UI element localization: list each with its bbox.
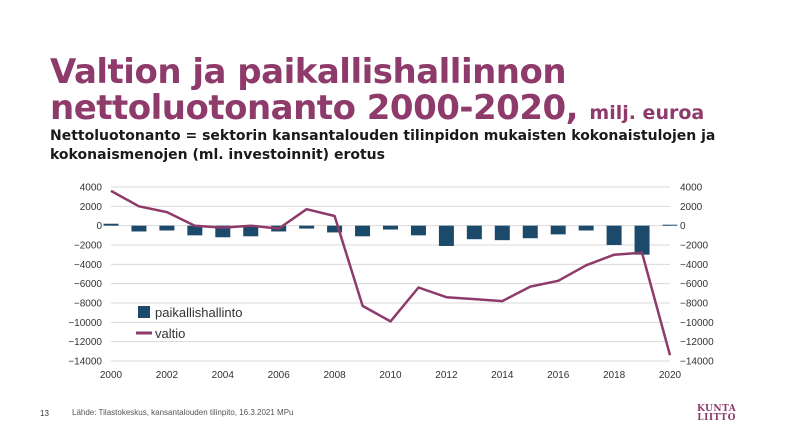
- right-y-axis: 4000 2000 0 −2000 −4000 −6000 −8000 −10000 −1200…: [680, 183, 714, 368]
- y-tick-label-right: −8000: [680, 299, 709, 310]
- y-tick-label-right: 0: [680, 221, 686, 232]
- y-tick-label-left: 0: [96, 221, 102, 232]
- bar: [327, 225, 343, 233]
- x-tick-label: 2000: [100, 370, 123, 381]
- bar: [355, 225, 371, 237]
- x-tick-label: 2018: [603, 370, 626, 381]
- y-tick-label-left: −12000: [68, 337, 102, 348]
- bar: [606, 225, 622, 245]
- bar: [215, 225, 231, 238]
- slide-number: 13: [40, 409, 49, 418]
- y-tick-label-left: −2000: [74, 241, 103, 252]
- bar: [383, 225, 398, 230]
- source-note: Lähde: Tilastokeskus, kansantalouden til…: [72, 408, 294, 417]
- chart-gridlines: [111, 186, 670, 362]
- bar: [466, 225, 482, 240]
- x-tick-label: 2014: [491, 370, 514, 381]
- bar: [494, 225, 510, 241]
- x-tick-label: 2008: [323, 370, 346, 381]
- series-line-valtio: [110, 189, 672, 356]
- x-tick-label: 2020: [659, 370, 682, 381]
- bar: [578, 225, 594, 231]
- y-tick-label-right: −4000: [680, 260, 709, 271]
- x-tick-label: 2016: [547, 370, 570, 381]
- bar: [187, 225, 203, 236]
- y-tick-label-right: −2000: [680, 241, 709, 252]
- bar: [299, 225, 315, 229]
- y-tick-label-right: −14000: [680, 357, 714, 368]
- y-tick-label-right: 2000: [680, 202, 703, 213]
- kuntaliitto-logo: KUNTA LIITTO: [697, 405, 736, 423]
- chart-bars: [103, 223, 678, 255]
- y-tick-label-left: −4000: [74, 260, 103, 271]
- bar: [634, 225, 650, 255]
- slide-title: Valtion ja paikallishallinnon nettoluoto…: [50, 54, 790, 131]
- bar: [438, 225, 454, 246]
- bar: [131, 225, 147, 232]
- y-tick-label-right: −10000: [680, 318, 714, 329]
- y-tick-label-left: −6000: [74, 279, 103, 290]
- slide-subtitle: Nettoluotonanto = sektorin kansantaloude…: [50, 128, 716, 163]
- x-tick-label: 2010: [379, 370, 402, 381]
- x-tick-label: 2006: [268, 370, 291, 381]
- y-tick-label-right: −12000: [680, 337, 714, 348]
- bar: [550, 225, 566, 235]
- y-tick-label-left: 2000: [80, 202, 103, 213]
- title-main: Valtion ja paikallishallinnon nettoluoto…: [50, 52, 579, 128]
- legend-swatch-paikallishallinto: [138, 306, 150, 318]
- legend-label-valtio: valtio: [155, 326, 185, 341]
- left-y-axis: 4000 2000 0 −2000 −4000 −6000 −8000 −10000 −1200…: [68, 183, 102, 368]
- bar: [159, 225, 175, 231]
- bar: [662, 224, 678, 226]
- y-tick-label-left: 4000: [80, 183, 103, 194]
- bar: [522, 225, 538, 239]
- logo-line-2: LIITTO: [697, 413, 736, 423]
- chart-legend: paikallishallinto valtio: [136, 305, 242, 341]
- y-tick-label-right: 4000: [680, 183, 703, 194]
- bar: [243, 225, 259, 237]
- x-tick-label: 2004: [212, 370, 235, 381]
- x-axis: 2000 2002 2004 2006 2008 2010 2012 2014 2016 2018…: [100, 370, 682, 381]
- y-tick-label-left: −14000: [68, 357, 102, 368]
- bar: [103, 223, 119, 226]
- x-tick-label: 2002: [156, 370, 179, 381]
- y-tick-label-left: −10000: [68, 318, 102, 329]
- x-tick-label: 2012: [435, 370, 458, 381]
- bar: [410, 225, 426, 236]
- y-tick-label-right: −6000: [680, 279, 709, 290]
- logo-line-1: KUNTA: [697, 404, 737, 414]
- title-unit: milj. euroa: [589, 102, 705, 124]
- legend-label-paikallishallinto: paikallishallinto: [155, 305, 242, 320]
- chart-line: [110, 189, 672, 356]
- y-tick-label-left: −8000: [74, 299, 103, 310]
